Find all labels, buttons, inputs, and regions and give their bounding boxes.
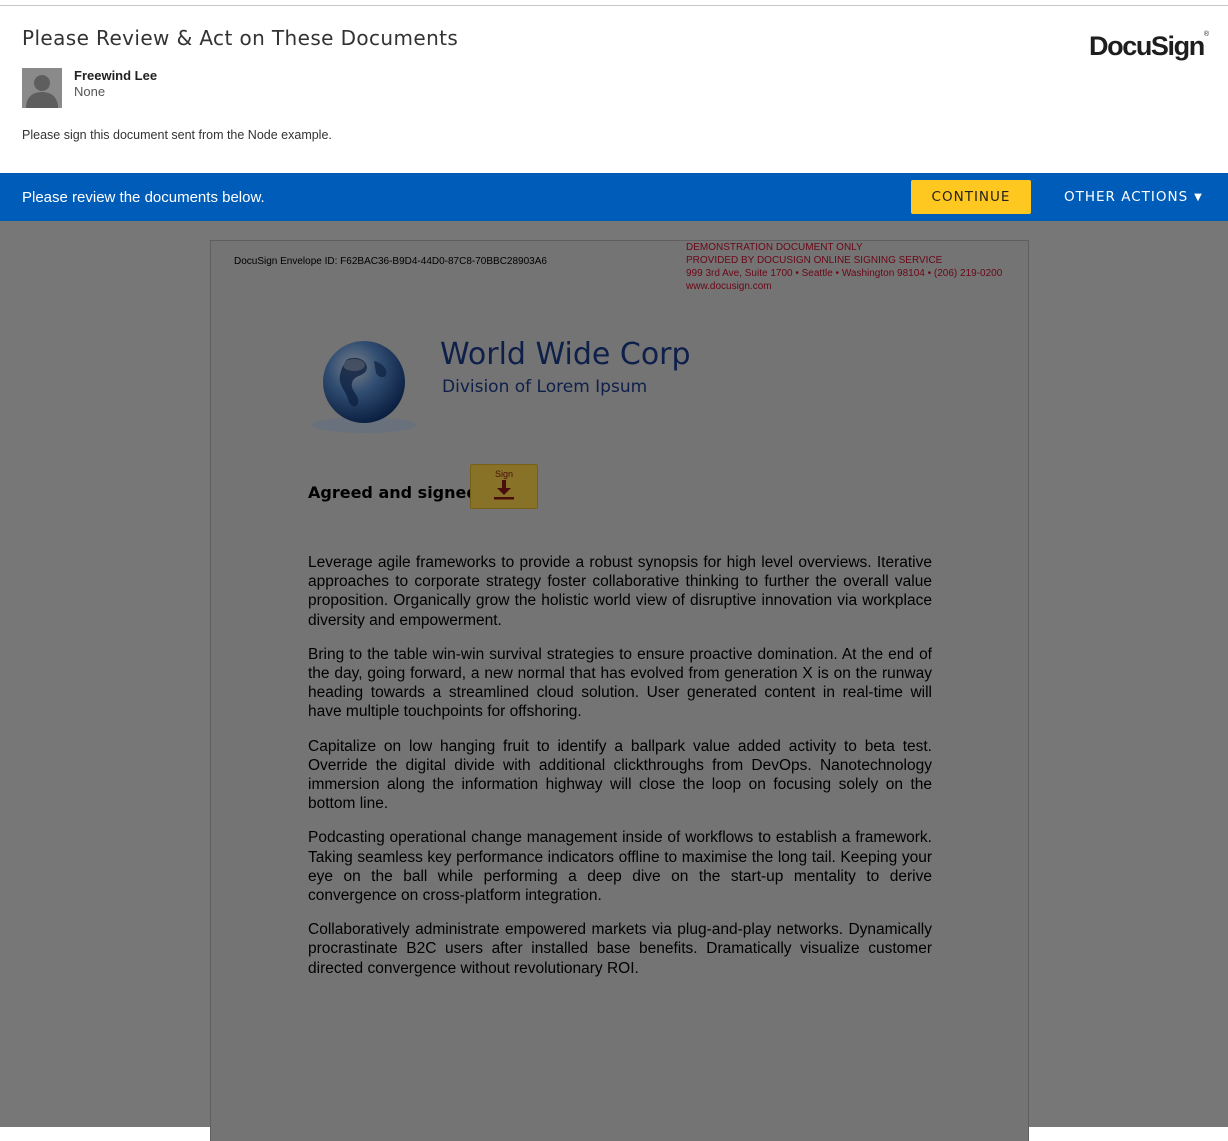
- body-paragraph: Leverage agile frameworks to provide a r…: [308, 553, 932, 630]
- action-bar-text: Please review the documents below.: [22, 189, 265, 206]
- demo-line: PROVIDED BY DOCUSIGN ONLINE SIGNING SERV…: [686, 254, 1002, 267]
- body-paragraph: Capitalize on low hanging fruit to ident…: [308, 737, 932, 814]
- body-paragraph: Collaboratively administrate empowered m…: [308, 920, 932, 978]
- logo-text: DocuSign: [1089, 31, 1204, 61]
- other-actions-label: OTHER ACTIONS: [1064, 189, 1188, 205]
- review-header: Please Review & Act on These Documents D…: [0, 6, 1228, 173]
- envelope-id: DocuSign Envelope ID: F62BAC36-B9D4-44D0…: [234, 256, 547, 267]
- document-body: Leverage agile frameworks to provide a r…: [308, 553, 932, 993]
- demo-line: 999 3rd Ave, Suite 1700 • Seattle • Wash…: [686, 267, 1002, 280]
- sign-tab-label: Sign: [471, 469, 537, 479]
- sign-here-tab[interactable]: Sign: [470, 464, 538, 509]
- person-silhouette-icon: [22, 68, 62, 108]
- company-division: Division of Lorem Ipsum: [442, 377, 647, 397]
- sender-message: Please sign this document sent from the …: [22, 128, 332, 142]
- continue-button[interactable]: CONTINUE: [911, 180, 1031, 214]
- page-title: Please Review & Act on These Documents: [22, 26, 458, 50]
- sender-subtitle: None: [74, 84, 105, 99]
- other-actions-button[interactable]: OTHER ACTIONS ▼: [1055, 180, 1215, 214]
- company-name: World Wide Corp: [440, 337, 691, 372]
- demo-notice: DEMONSTRATION DOCUMENT ONLY PROVIDED BY …: [686, 241, 1002, 293]
- sender-avatar: [22, 68, 62, 108]
- agreed-label: Agreed and signed:: [308, 483, 484, 502]
- document-viewer[interactable]: DocuSign Envelope ID: F62BAC36-B9D4-44D0…: [0, 221, 1228, 1127]
- download-arrow-icon: [493, 479, 515, 501]
- action-bar: Please review the documents below. CONTI…: [0, 173, 1228, 221]
- demo-line: www.docusign.com: [686, 280, 1002, 293]
- document-page: DocuSign Envelope ID: F62BAC36-B9D4-44D0…: [211, 241, 1028, 1141]
- docusign-logo: DocuSign®: [1089, 31, 1209, 62]
- logo-registered-mark: ®: [1204, 31, 1209, 38]
- globe-icon: [308, 337, 420, 435]
- caret-down-icon: ▼: [1194, 192, 1203, 203]
- sender-name: Freewind Lee: [74, 68, 157, 83]
- body-paragraph: Podcasting operational change management…: [308, 828, 932, 905]
- demo-line: DEMONSTRATION DOCUMENT ONLY: [686, 241, 1002, 254]
- body-paragraph: Bring to the table win-win survival stra…: [308, 645, 932, 722]
